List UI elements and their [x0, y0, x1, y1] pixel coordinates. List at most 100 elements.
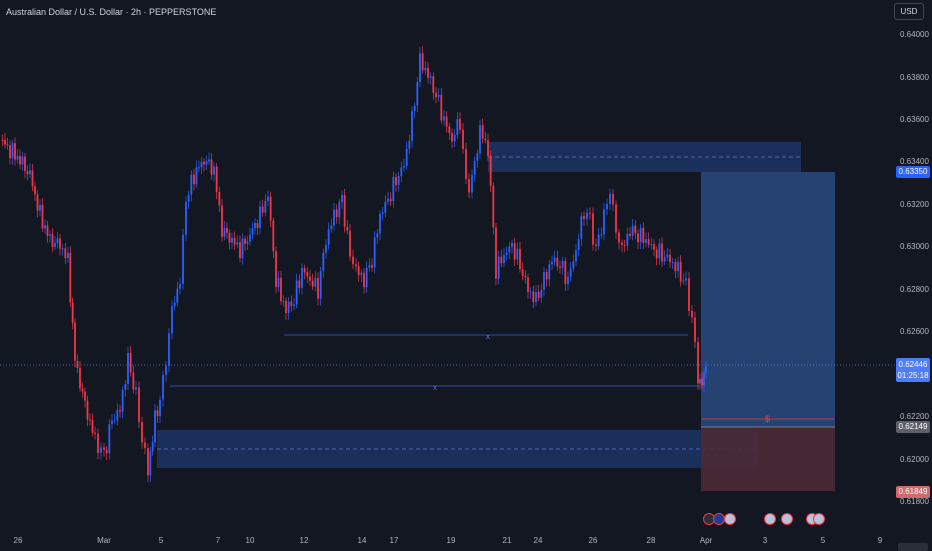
candle-body: [543, 272, 545, 290]
candle-body: [325, 245, 327, 253]
s-mark: $: [765, 414, 770, 424]
candle-body: [671, 262, 674, 264]
time-tick-label: 17: [390, 536, 399, 545]
candle-body: [119, 410, 121, 412]
candle-body: [280, 277, 282, 302]
candle-body: [144, 442, 146, 448]
candle-body: [537, 292, 540, 298]
price-tick-label: 0.63000: [900, 242, 929, 251]
us-flag-icon-2[interactable]: [764, 513, 776, 525]
candle-body: [71, 302, 74, 323]
us-flag-icon-5[interactable]: [813, 513, 825, 525]
candle-body: [105, 449, 108, 454]
candle-body: [147, 447, 149, 476]
candle-body: [519, 248, 521, 270]
candle-body: [373, 237, 376, 268]
candle-body: [254, 223, 256, 229]
candle-body: [561, 261, 564, 268]
price-tick-label: 0.64000: [900, 30, 929, 39]
time-tick-label: Mar: [97, 536, 111, 545]
candle-body: [81, 388, 84, 392]
candle-body: [127, 352, 129, 385]
candle-body: [427, 67, 429, 78]
candle-body: [500, 256, 503, 264]
stop-price-tag: 0.61849: [896, 486, 930, 498]
candle-body: [239, 242, 241, 259]
price-axis[interactable]: 0.64000 0.63800 0.63600 0.63400 0.63200 0.630…: [900, 30, 929, 506]
candle-body: [293, 304, 295, 306]
candle-body: [154, 410, 156, 443]
time-tick-label: 10: [246, 536, 255, 545]
candle-body: [290, 301, 293, 306]
candle-body: [508, 246, 511, 253]
candle-body: [86, 400, 89, 420]
candle-body: [309, 276, 311, 281]
candle-body: [322, 252, 325, 271]
currency-button[interactable]: USD: [894, 3, 924, 20]
us-flag-icon-3[interactable]: [781, 513, 793, 525]
candle-body: [256, 223, 259, 229]
candle-body: [277, 277, 280, 287]
candle-body: [301, 267, 303, 288]
candle-body: [94, 432, 96, 434]
candle-body: [193, 174, 195, 185]
candle-body: [381, 212, 384, 215]
stop-zone[interactable]: [701, 427, 835, 491]
candle-body: [416, 82, 419, 106]
candle-body: [618, 232, 620, 243]
candle-body: [497, 256, 500, 279]
candle-body: [451, 132, 453, 142]
time-tick-label: 21: [503, 536, 512, 545]
candle-body: [413, 105, 416, 112]
candle-body: [481, 125, 484, 139]
candle-body: [176, 288, 179, 303]
candle-body: [615, 204, 617, 233]
candle-body: [355, 264, 357, 267]
candle-body: [311, 280, 314, 287]
time-tick-label: 14: [358, 536, 367, 545]
axis-corner[interactable]: [898, 543, 928, 551]
candle-body: [275, 251, 277, 287]
x-mark-2: x: [433, 383, 437, 392]
candle-body: [679, 261, 682, 282]
candle-body: [524, 275, 527, 278]
demand-zone[interactable]: [157, 430, 758, 468]
candle-body: [6, 144, 9, 146]
candle-body: [213, 166, 215, 175]
candle-body: [637, 233, 639, 243]
candle-body: [261, 206, 264, 213]
target-zone[interactable]: [701, 172, 835, 427]
candle-body: [56, 238, 59, 244]
candle-body: [408, 140, 411, 149]
us-flag-icon[interactable]: [724, 513, 736, 525]
candle-body: [341, 194, 343, 203]
candle-body: [575, 250, 577, 262]
candle-body: [360, 272, 363, 276]
candle-body: [14, 143, 16, 160]
candle-body: [513, 242, 516, 260]
price-tick-label: 0.63600: [900, 115, 929, 124]
price-tick-label: 0.63800: [900, 73, 929, 82]
current-price-tag: 0.62446 01:25:18: [896, 358, 930, 382]
candle-body: [577, 238, 580, 251]
candle-body: [138, 387, 140, 423]
candle-body: [626, 233, 629, 246]
candle-body: [168, 333, 170, 366]
candle-body: [453, 135, 456, 142]
candle-body: [572, 261, 575, 269]
candle-body: [173, 302, 176, 307]
candle-body: [612, 193, 614, 205]
candle-body: [674, 262, 677, 272]
candle-body: [697, 342, 699, 384]
time-axis[interactable]: 26 Mar 5 7 10 12 14 17 19 21 24 26 28 Apr 3 5 9: [14, 536, 883, 545]
candle-body: [623, 244, 626, 246]
candle-body: [429, 76, 432, 78]
price-tick-label: 0.63200: [900, 200, 929, 209]
candle-body: [135, 387, 137, 390]
candle-body: [317, 277, 319, 299]
candle-body: [521, 269, 524, 276]
candle-body: [298, 280, 301, 288]
candle-body: [592, 213, 594, 245]
candle-body: [269, 196, 272, 221]
